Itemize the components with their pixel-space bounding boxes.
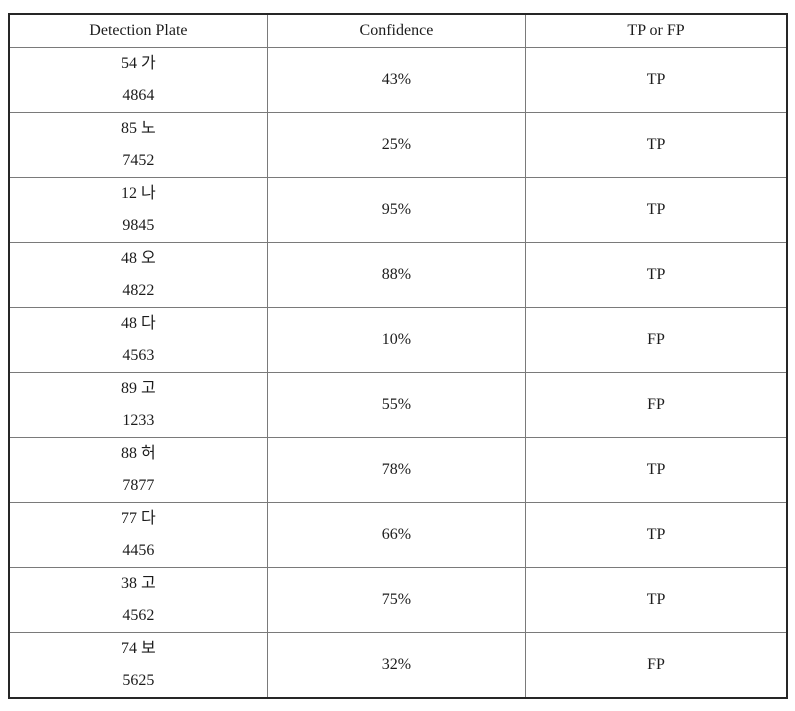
plate-cell: 12 나 9845 — [8, 177, 268, 243]
result-cell: FP — [525, 632, 788, 699]
table-row: 48 다 4563 10% FP — [8, 307, 788, 373]
confidence-cell: 32% — [266, 632, 527, 699]
table-body: 54 가 4864 43% TP 85 노 7452 25% TP 12 나 9… — [8, 47, 788, 699]
plate-number-prefix: 89 고 — [121, 380, 156, 397]
plate-number-prefix: 38 고 — [121, 575, 156, 592]
plate-cell: 54 가 4864 — [8, 47, 268, 113]
plate-cell: 74 보 5625 — [8, 632, 268, 699]
result-cell: TP — [525, 47, 788, 113]
result-cell: FP — [525, 307, 788, 373]
result-cell: FP — [525, 372, 788, 438]
plate-number-prefix: 48 다 — [121, 315, 156, 332]
table-row: 12 나 9845 95% TP — [8, 177, 788, 243]
result-cell: TP — [525, 437, 788, 503]
plate-number-prefix: 88 허 — [121, 445, 156, 462]
plate-number-suffix: 4562 — [122, 607, 155, 624]
result-cell: TP — [525, 242, 788, 308]
table-row: 88 허 7877 78% TP — [8, 437, 788, 503]
table-row: 85 노 7452 25% TP — [8, 112, 788, 178]
plate-number-prefix: 85 노 — [121, 120, 156, 137]
plate-cell: 88 허 7877 — [8, 437, 268, 503]
plate-number-suffix: 4563 — [122, 347, 155, 364]
table-row: 54 가 4864 43% TP — [8, 47, 788, 113]
detection-results-table-container: Detection Plate Confidence TP or FP 54 가… — [8, 13, 788, 699]
header-detection-plate: Detection Plate — [8, 13, 268, 48]
plate-number-prefix: 48 오 — [121, 250, 156, 267]
table-row: 74 보 5625 32% FP — [8, 632, 788, 699]
plate-cell: 89 고 1233 — [8, 372, 268, 438]
table-row: 48 오 4822 88% TP — [8, 242, 788, 308]
result-cell: TP — [525, 177, 788, 243]
plate-number-suffix: 4822 — [122, 282, 155, 299]
confidence-cell: 78% — [266, 437, 527, 503]
plate-number-suffix: 7452 — [122, 152, 155, 169]
table-row: 89 고 1233 55% FP — [8, 372, 788, 438]
confidence-cell: 95% — [266, 177, 527, 243]
detection-results-table: Detection Plate Confidence TP or FP 54 가… — [8, 13, 788, 699]
plate-cell: 48 다 4563 — [8, 307, 268, 373]
plate-number-suffix: 9845 — [122, 217, 155, 234]
plate-number-prefix: 74 보 — [121, 640, 156, 657]
confidence-cell: 25% — [266, 112, 527, 178]
confidence-cell: 88% — [266, 242, 527, 308]
plate-number-suffix: 1233 — [122, 412, 155, 429]
confidence-cell: 43% — [266, 47, 527, 113]
header-row: Detection Plate Confidence TP or FP — [8, 13, 788, 48]
plate-number-suffix: 4456 — [122, 542, 155, 559]
plate-cell: 38 고 4562 — [8, 567, 268, 633]
plate-number-prefix: 54 가 — [121, 55, 156, 72]
plate-number-suffix: 7877 — [122, 477, 155, 494]
result-cell: TP — [525, 567, 788, 633]
plate-number-prefix: 77 다 — [121, 510, 156, 527]
confidence-cell: 75% — [266, 567, 527, 633]
plate-number-prefix: 12 나 — [121, 185, 156, 202]
plate-cell: 85 노 7452 — [8, 112, 268, 178]
plate-number-suffix: 5625 — [122, 672, 155, 689]
table-header: Detection Plate Confidence TP or FP — [8, 13, 788, 48]
header-confidence: Confidence — [266, 13, 527, 48]
plate-cell: 48 오 4822 — [8, 242, 268, 308]
confidence-cell: 66% — [266, 502, 527, 568]
table-row: 77 다 4456 66% TP — [8, 502, 788, 568]
confidence-cell: 10% — [266, 307, 527, 373]
plate-cell: 77 다 4456 — [8, 502, 268, 568]
result-cell: TP — [525, 112, 788, 178]
result-cell: TP — [525, 502, 788, 568]
confidence-cell: 55% — [266, 372, 527, 438]
table-row: 38 고 4562 75% TP — [8, 567, 788, 633]
header-tp-or-fp: TP or FP — [525, 13, 788, 48]
plate-number-suffix: 4864 — [122, 87, 155, 104]
